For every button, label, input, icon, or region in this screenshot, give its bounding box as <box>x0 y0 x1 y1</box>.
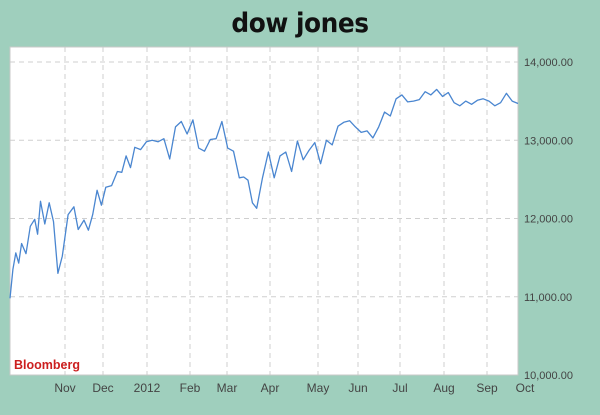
x-tick-label: Jul <box>392 381 407 395</box>
horizontal-gridlines <box>10 61 518 298</box>
y-tick-label: 12,000.00 <box>524 214 573 226</box>
dow-jones-series-line <box>9 88 519 299</box>
y-tick-label: 10,000.00 <box>524 370 573 382</box>
plot-border <box>9 46 519 376</box>
plot-area <box>10 47 518 375</box>
x-tick-label: Dec <box>92 381 113 395</box>
x-tick-label: Aug <box>433 381 454 395</box>
x-tick-label: Nov <box>54 381 75 395</box>
x-tick-label: Jun <box>348 381 367 395</box>
x-tick-label: Mar <box>217 381 238 395</box>
x-tick-label: May <box>307 381 330 395</box>
y-tick-label: 14,000.00 <box>524 57 573 69</box>
x-tick-label: Apr <box>261 381 280 395</box>
x-tick-label: Feb <box>180 381 201 395</box>
y-tick-label: 13,000.00 <box>524 135 573 147</box>
x-tick-label: Oct <box>516 381 535 395</box>
source-label: Bloomberg <box>14 358 80 372</box>
y-tick-label: 11,000.00 <box>524 292 572 304</box>
x-tick-label: 2012 <box>134 381 161 395</box>
chart-title: dow jones <box>231 8 369 39</box>
vertical-gridlines <box>64 47 488 375</box>
x-tick-label: Sep <box>476 381 498 395</box>
x-axis: Nov Dec 2012 Feb Mar Apr May Jun Jul Aug Sep Oct <box>54 381 535 395</box>
y-axis: 10,000.00 11,000.00 12,000.00 13,000.00 14,0… <box>524 57 573 382</box>
